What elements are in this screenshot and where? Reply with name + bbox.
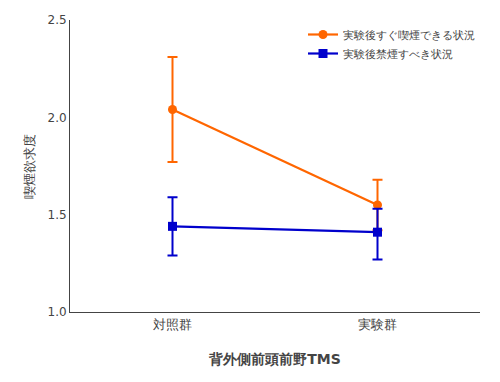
svg-text:実験後すぐ喫煙できる状況: 実験後すぐ喫煙できる状況 <box>343 29 475 42</box>
svg-text:1.5: 1.5 <box>48 208 67 222</box>
svg-text:実験後禁煙すべき状況: 実験後禁煙すべき状況 <box>343 48 453 61</box>
svg-text:喫煙欲求度: 喫煙欲求度 <box>22 134 37 199</box>
svg-text:背外側前頭前野TMS: 背外側前頭前野TMS <box>208 351 341 367</box>
svg-text:2.0: 2.0 <box>48 111 67 125</box>
svg-text:2.5: 2.5 <box>48 13 67 27</box>
svg-text:対照群: 対照群 <box>153 317 192 332</box>
svg-text:実験群: 実験群 <box>358 317 397 332</box>
svg-text:1.0: 1.0 <box>48 305 67 319</box>
